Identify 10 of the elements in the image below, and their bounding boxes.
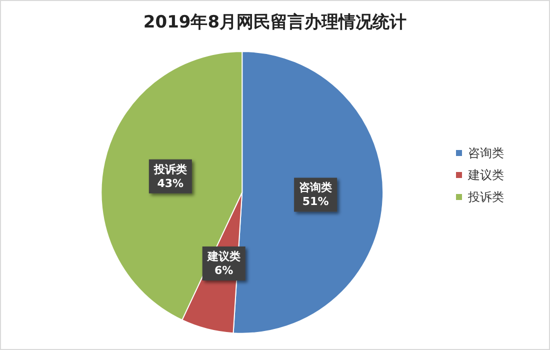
chart-title: 2019年8月网民留言办理情况统计 <box>143 12 407 32</box>
data-label: 6% <box>214 264 234 278</box>
data-label: 51% <box>302 195 329 208</box>
legend-label: 咨询类 <box>468 146 504 160</box>
legend-label: 投诉类 <box>467 190 504 204</box>
legend-label: 建议类 <box>467 168 504 182</box>
data-label: 43% <box>157 176 184 190</box>
slice-label: 咨询类 <box>299 181 332 194</box>
slice-label: 建议类 <box>206 250 240 264</box>
slice-label: 投诉类 <box>152 162 187 176</box>
